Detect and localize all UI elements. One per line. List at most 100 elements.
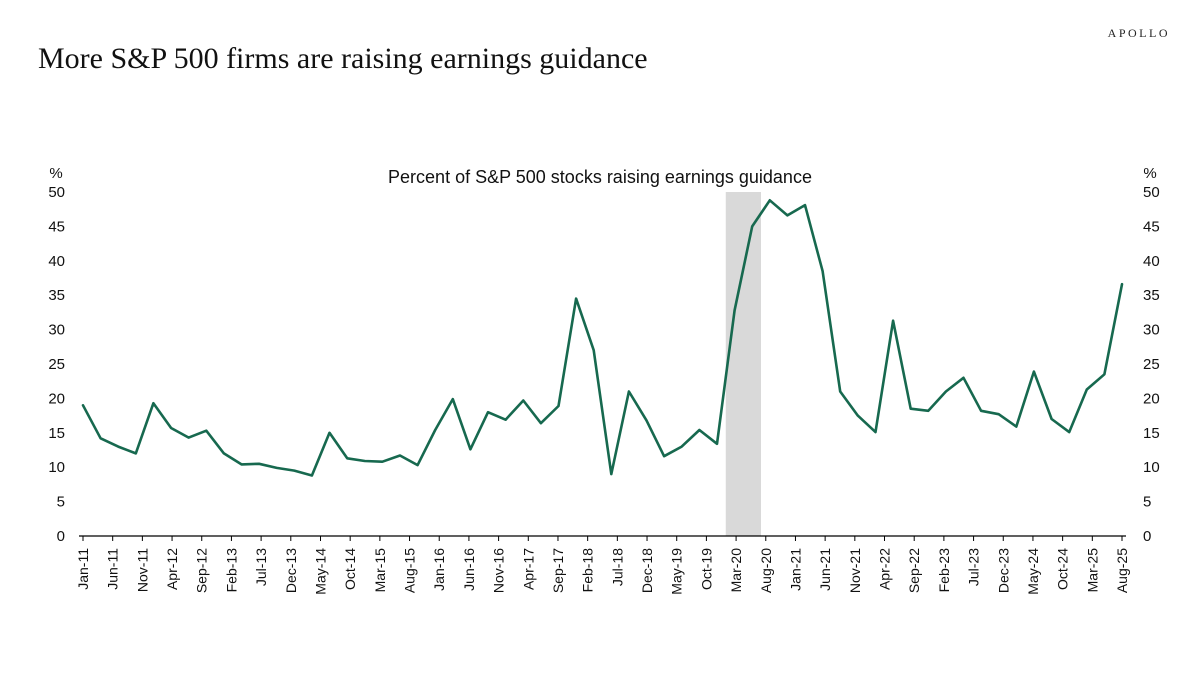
data-point [1015, 425, 1018, 428]
y-tick-label-left: 30 [48, 322, 65, 339]
data-point [117, 445, 120, 448]
recession-shade [725, 192, 761, 536]
data-point [680, 445, 683, 448]
y-tick-label-right: 5 [1143, 494, 1151, 511]
data-point [645, 419, 648, 422]
chart-title: Percent of S&P 500 stocks raising earnin… [388, 167, 812, 187]
data-point [522, 399, 525, 402]
y-tick-label-right: 25 [1143, 356, 1160, 373]
y-tick-label-left: 35 [48, 287, 65, 304]
x-tick-label: Aug-20 [758, 548, 774, 593]
x-tick-label: Dec-18 [639, 548, 655, 593]
data-point [222, 452, 225, 455]
data-point [1085, 388, 1088, 391]
data-point [628, 390, 630, 393]
data-point [944, 390, 947, 393]
x-tick-label: Sep-17 [550, 548, 566, 593]
data-point [962, 376, 965, 379]
data-point [328, 431, 331, 434]
data-point [258, 462, 261, 465]
data-point [205, 429, 208, 432]
data-point [1033, 370, 1035, 373]
data-point [751, 225, 754, 228]
data-point [381, 460, 384, 463]
x-tick-label: May-24 [1025, 548, 1041, 595]
x-tick-label: Feb-18 [580, 548, 596, 593]
data-point [821, 270, 824, 273]
x-tick-label: Jul-23 [966, 548, 982, 586]
x-tick-label: Oct-14 [342, 548, 358, 590]
data-point [170, 427, 172, 429]
x-tick-label: Jul-18 [609, 548, 625, 586]
x-tick-label: Sep-22 [906, 548, 922, 593]
x-tick-label: Jun-11 [105, 548, 121, 590]
data-point [874, 431, 877, 434]
x-tick-label: Jan-21 [787, 548, 803, 591]
brand-logo: APOLLO [1107, 26, 1170, 40]
data-point [575, 297, 577, 300]
y-tick-label-left: 50 [48, 184, 65, 201]
data-point [698, 429, 701, 431]
data-point [487, 411, 489, 414]
x-tick-label: Nov-16 [491, 548, 507, 593]
data-point [82, 404, 84, 407]
y-tick-label-right: 40 [1143, 253, 1160, 270]
data-point [346, 457, 349, 460]
x-tick-label: Feb-23 [936, 548, 952, 593]
data-point [363, 460, 366, 462]
data-point [1068, 431, 1071, 434]
data-point [980, 409, 983, 412]
data-point [663, 455, 666, 458]
data-point [416, 464, 419, 467]
y-tick-label-left: 20 [48, 390, 65, 407]
data-point [1121, 283, 1123, 286]
y-tick-label-left: 45 [48, 218, 65, 235]
data-point [275, 466, 278, 469]
data-point [839, 390, 842, 393]
y-tick-label-right: 0 [1143, 528, 1151, 545]
x-tick-label: Aug-15 [402, 548, 418, 593]
x-tick-label: May-14 [312, 548, 328, 595]
x-tick-label: Apr-17 [520, 548, 536, 590]
data-point [856, 414, 859, 417]
data-point [152, 402, 155, 405]
x-tick-label: Jun-21 [817, 548, 833, 591]
x-tick-label: Jan-16 [431, 548, 447, 591]
series-line [81, 199, 1124, 477]
y-tick-label-left: 0 [57, 528, 65, 545]
x-tick-label: Mar-20 [728, 548, 744, 593]
data-point [399, 454, 401, 457]
y-tick-label-left: 40 [48, 253, 65, 270]
y-tick-label-right: 20 [1143, 390, 1160, 407]
x-tick-label: Sep-12 [194, 548, 210, 593]
left-axis-unit: % [49, 165, 62, 182]
data-point [240, 463, 243, 466]
x-tick-label: Dec-23 [995, 548, 1011, 593]
x-tick-label: Jan-11 [75, 548, 91, 590]
x-tick-label: May-19 [669, 548, 685, 595]
data-point [469, 448, 472, 451]
y-tick-label-right: 35 [1143, 287, 1160, 304]
data-point [733, 309, 736, 312]
data-point [804, 204, 806, 206]
x-tick-label: Aug-25 [1114, 548, 1130, 593]
page-title: More S&P 500 firms are raising earnings … [38, 42, 648, 75]
y-tick-label-right: 45 [1143, 218, 1160, 235]
data-point [539, 422, 542, 425]
x-tick-label: Mar-15 [372, 548, 388, 593]
data-point [451, 398, 454, 400]
x-tick-label: Apr-22 [877, 548, 893, 590]
y-tick-label-left: 5 [57, 494, 65, 511]
data-point [557, 405, 560, 407]
data-point [997, 413, 1000, 416]
data-point [716, 442, 718, 445]
data-point [293, 469, 296, 472]
x-tick-label: Dec-13 [283, 548, 299, 593]
x-tick-label: Jun-16 [461, 548, 477, 591]
data-point [892, 319, 894, 322]
data-point [311, 474, 313, 477]
data-point [909, 407, 912, 410]
data-point [592, 349, 595, 352]
y-tick-label-right: 50 [1143, 184, 1160, 201]
